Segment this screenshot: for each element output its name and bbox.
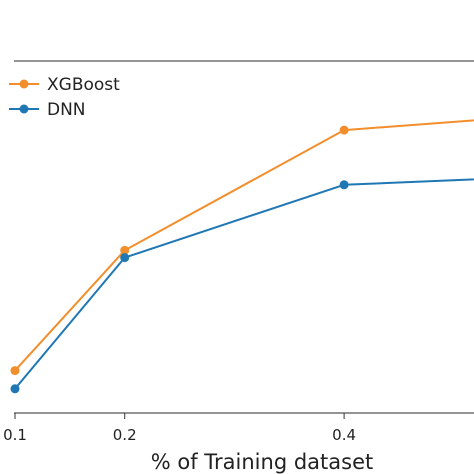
data-point-dnn	[120, 253, 130, 263]
data-point-xgboost	[120, 245, 130, 255]
x-axis-label: % of Training dataset	[151, 450, 373, 474]
series-line-xgboost	[14, 119, 474, 372]
data-point-dnn	[10, 384, 20, 394]
data-point-dnn	[339, 180, 349, 190]
axes: 0.10.20.40.60.8	[3, 60, 474, 444]
legend: XGBoost DNN	[9, 75, 120, 120]
data-point-xgboost	[339, 125, 349, 135]
x-tick-label: 0.1	[3, 426, 27, 444]
series-layer	[10, 119, 474, 394]
series-line-dnn	[14, 178, 474, 390]
legend-xgboost-label: XGBoost	[47, 75, 120, 95]
x-tick-label: 0.4	[332, 426, 356, 444]
legend-dnn-label: DNN	[47, 100, 86, 120]
legend-dnn-marker	[19, 104, 29, 114]
x-tick-label: 0.2	[113, 426, 137, 444]
legend-xgboost-marker	[19, 79, 29, 89]
data-point-xgboost	[10, 366, 20, 376]
